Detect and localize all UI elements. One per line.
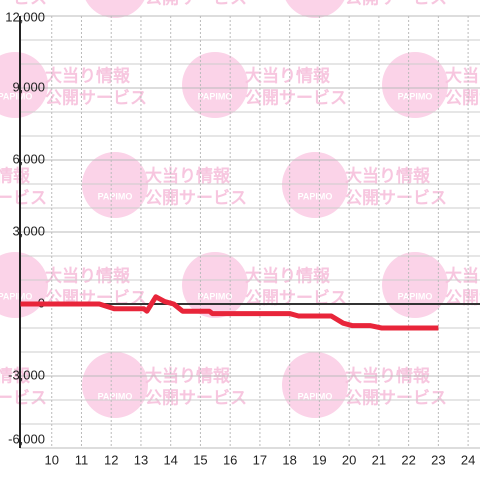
watermark-text: 公開サービス [445, 88, 480, 107]
watermark-text: 大当り情報 [245, 265, 331, 285]
x-tick-label: 18 [282, 452, 296, 467]
watermark-text: 大当り情報 [45, 265, 131, 285]
watermark-logo-text: PAPIMO [0, 291, 32, 301]
watermark-logo [0, 252, 48, 318]
watermark-text: 公開サービス [145, 0, 247, 7]
watermark-text: 公開サービス [345, 188, 447, 207]
x-tick-label: 22 [401, 452, 415, 467]
watermark-logo [382, 252, 448, 318]
watermark-logo-text: PAPIMO [298, 391, 333, 401]
watermark-logo-text: PAPIMO [98, 191, 133, 201]
watermark-text: 大当り情報 [0, 165, 31, 185]
watermark-logo-text: PAPIMO [398, 291, 433, 301]
x-tick-label: 13 [134, 452, 148, 467]
x-tick-label: 11 [75, 452, 89, 467]
y-tick-label: -3,000 [8, 367, 45, 382]
watermark-text: 公開サービス [0, 188, 47, 207]
x-tick-label: 20 [342, 452, 356, 467]
watermark-text: 大当り情報 [345, 165, 431, 185]
watermark-logo [285, 0, 345, 18]
watermark-logo-text: PAPIMO [298, 191, 333, 201]
watermark-text: 公開サービス [345, 388, 447, 407]
y-tick-label: 9,000 [12, 79, 45, 94]
watermark-logo [82, 352, 148, 418]
watermark-logo [182, 52, 248, 118]
watermark-logo-text: PAPIMO [98, 0, 133, 1]
watermark-logo [82, 152, 148, 218]
x-tick-label: 19 [312, 452, 326, 467]
watermark-text: 公開サービス [145, 188, 247, 207]
watermark-logo [282, 352, 348, 418]
y-tick-label: 3,000 [12, 223, 45, 238]
watermark-logo [182, 252, 248, 318]
x-tick-label: 12 [104, 452, 118, 467]
x-tick-label: 14 [163, 452, 177, 467]
x-tick-label: 17 [253, 452, 267, 467]
watermark-text: 公開サービス [245, 288, 347, 307]
data-line [20, 294, 439, 331]
watermark-text: 大当り情報 [45, 65, 131, 85]
x-tick-label: 16 [223, 452, 237, 467]
watermark-logo-text: PAPIMO [298, 0, 333, 1]
x-tick-label: 15 [193, 452, 207, 467]
watermark-logo-text: PAPIMO [198, 91, 233, 101]
watermark-text: 大当り情報 [0, 365, 31, 385]
watermark-text: 大当り情報 [145, 165, 231, 185]
x-tick-label: 23 [431, 452, 445, 467]
watermark-text: 大当り情報 [145, 365, 231, 385]
watermark-text: 大当り情報 [345, 365, 431, 385]
y-tick-label: 6,000 [12, 151, 45, 166]
x-tick-label: 21 [372, 452, 386, 467]
watermark-text: 公開サービス [245, 88, 347, 107]
watermark-logo-text: PAPIMO [198, 291, 233, 301]
watermark-logo-text: PAPIMO [398, 91, 433, 101]
x-tick-label: 24 [461, 452, 475, 467]
watermark-logo [0, 52, 48, 118]
watermark-logo [85, 0, 145, 18]
watermark-logo [282, 152, 348, 218]
watermark-logo-text: PAPIMO [98, 391, 133, 401]
x-tick-label: 10 [44, 452, 58, 467]
watermark-text: 大当り情報 [245, 65, 331, 85]
watermark-text: 公開サービス [0, 388, 47, 407]
y-tick-label: -6,000 [8, 431, 45, 446]
y-tick-label: 12,000 [5, 9, 45, 24]
watermark-text: 大当り情報 [445, 265, 480, 285]
watermark-text: 公開サービス [145, 388, 247, 407]
watermark-text: 公開サービス [0, 0, 47, 7]
watermark-text: 公開サービス [445, 288, 480, 307]
watermark-text: 公開サービス [45, 88, 147, 107]
watermark-text: 公開サービス [345, 0, 447, 7]
watermark-logo-text: PAPIMO [0, 91, 32, 101]
watermark-logo [382, 52, 448, 118]
watermark-text: 大当り情報 [445, 65, 480, 85]
